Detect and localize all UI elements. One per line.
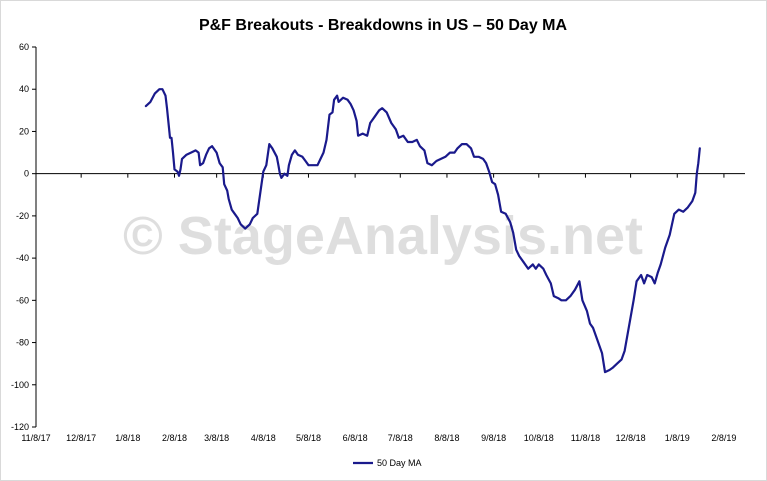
x-tick-label: 12/8/18: [616, 433, 646, 443]
x-tick-label: 5/8/18: [296, 433, 321, 443]
series-line-0: [144, 88, 701, 374]
x-tick-label: 11/8/18: [571, 433, 600, 443]
y-tick-label: 60: [19, 42, 29, 52]
x-tick-label: 9/8/18: [481, 433, 506, 443]
y-tick-label: 0: [24, 169, 29, 179]
series-layer: [144, 88, 701, 374]
x-tick-label: 2/8/18: [162, 433, 187, 443]
x-tick-label: 11/8/17: [21, 433, 50, 443]
x-tick-label: 3/8/18: [204, 433, 229, 443]
y-tick-label: 20: [19, 126, 29, 136]
y-tick-label: 40: [19, 84, 29, 94]
legend: 50 Day MA: [353, 458, 422, 468]
x-tick-label: 7/8/18: [388, 433, 413, 443]
y-tick-label: -80: [16, 338, 29, 348]
x-tick-label: 12/8/17: [66, 433, 96, 443]
x-tick-label: 4/8/18: [251, 433, 276, 443]
chart-title: P&F Breakouts - Breakdowns in US – 50 Da…: [199, 17, 568, 34]
watermark: © StageAnalysis.net: [123, 206, 643, 266]
x-tick-label: 10/8/18: [524, 433, 554, 443]
x-tick-label: 8/8/18: [434, 433, 459, 443]
y-tick-label: -40: [16, 253, 29, 263]
x-tick-label: 1/8/18: [115, 433, 140, 443]
x-tick-label: 1/8/19: [665, 433, 690, 443]
x-tick-label: 6/8/18: [343, 433, 368, 443]
y-tick-label: -120: [11, 422, 29, 432]
legend-label: 50 Day MA: [377, 458, 422, 468]
y-tick-label: -100: [11, 380, 29, 390]
y-tick-label: -60: [16, 295, 29, 305]
y-tick-label: -20: [16, 211, 29, 221]
x-tick-label: 2/8/19: [711, 433, 736, 443]
